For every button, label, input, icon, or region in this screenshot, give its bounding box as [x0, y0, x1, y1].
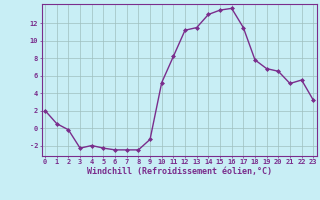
X-axis label: Windchill (Refroidissement éolien,°C): Windchill (Refroidissement éolien,°C): [87, 167, 272, 176]
